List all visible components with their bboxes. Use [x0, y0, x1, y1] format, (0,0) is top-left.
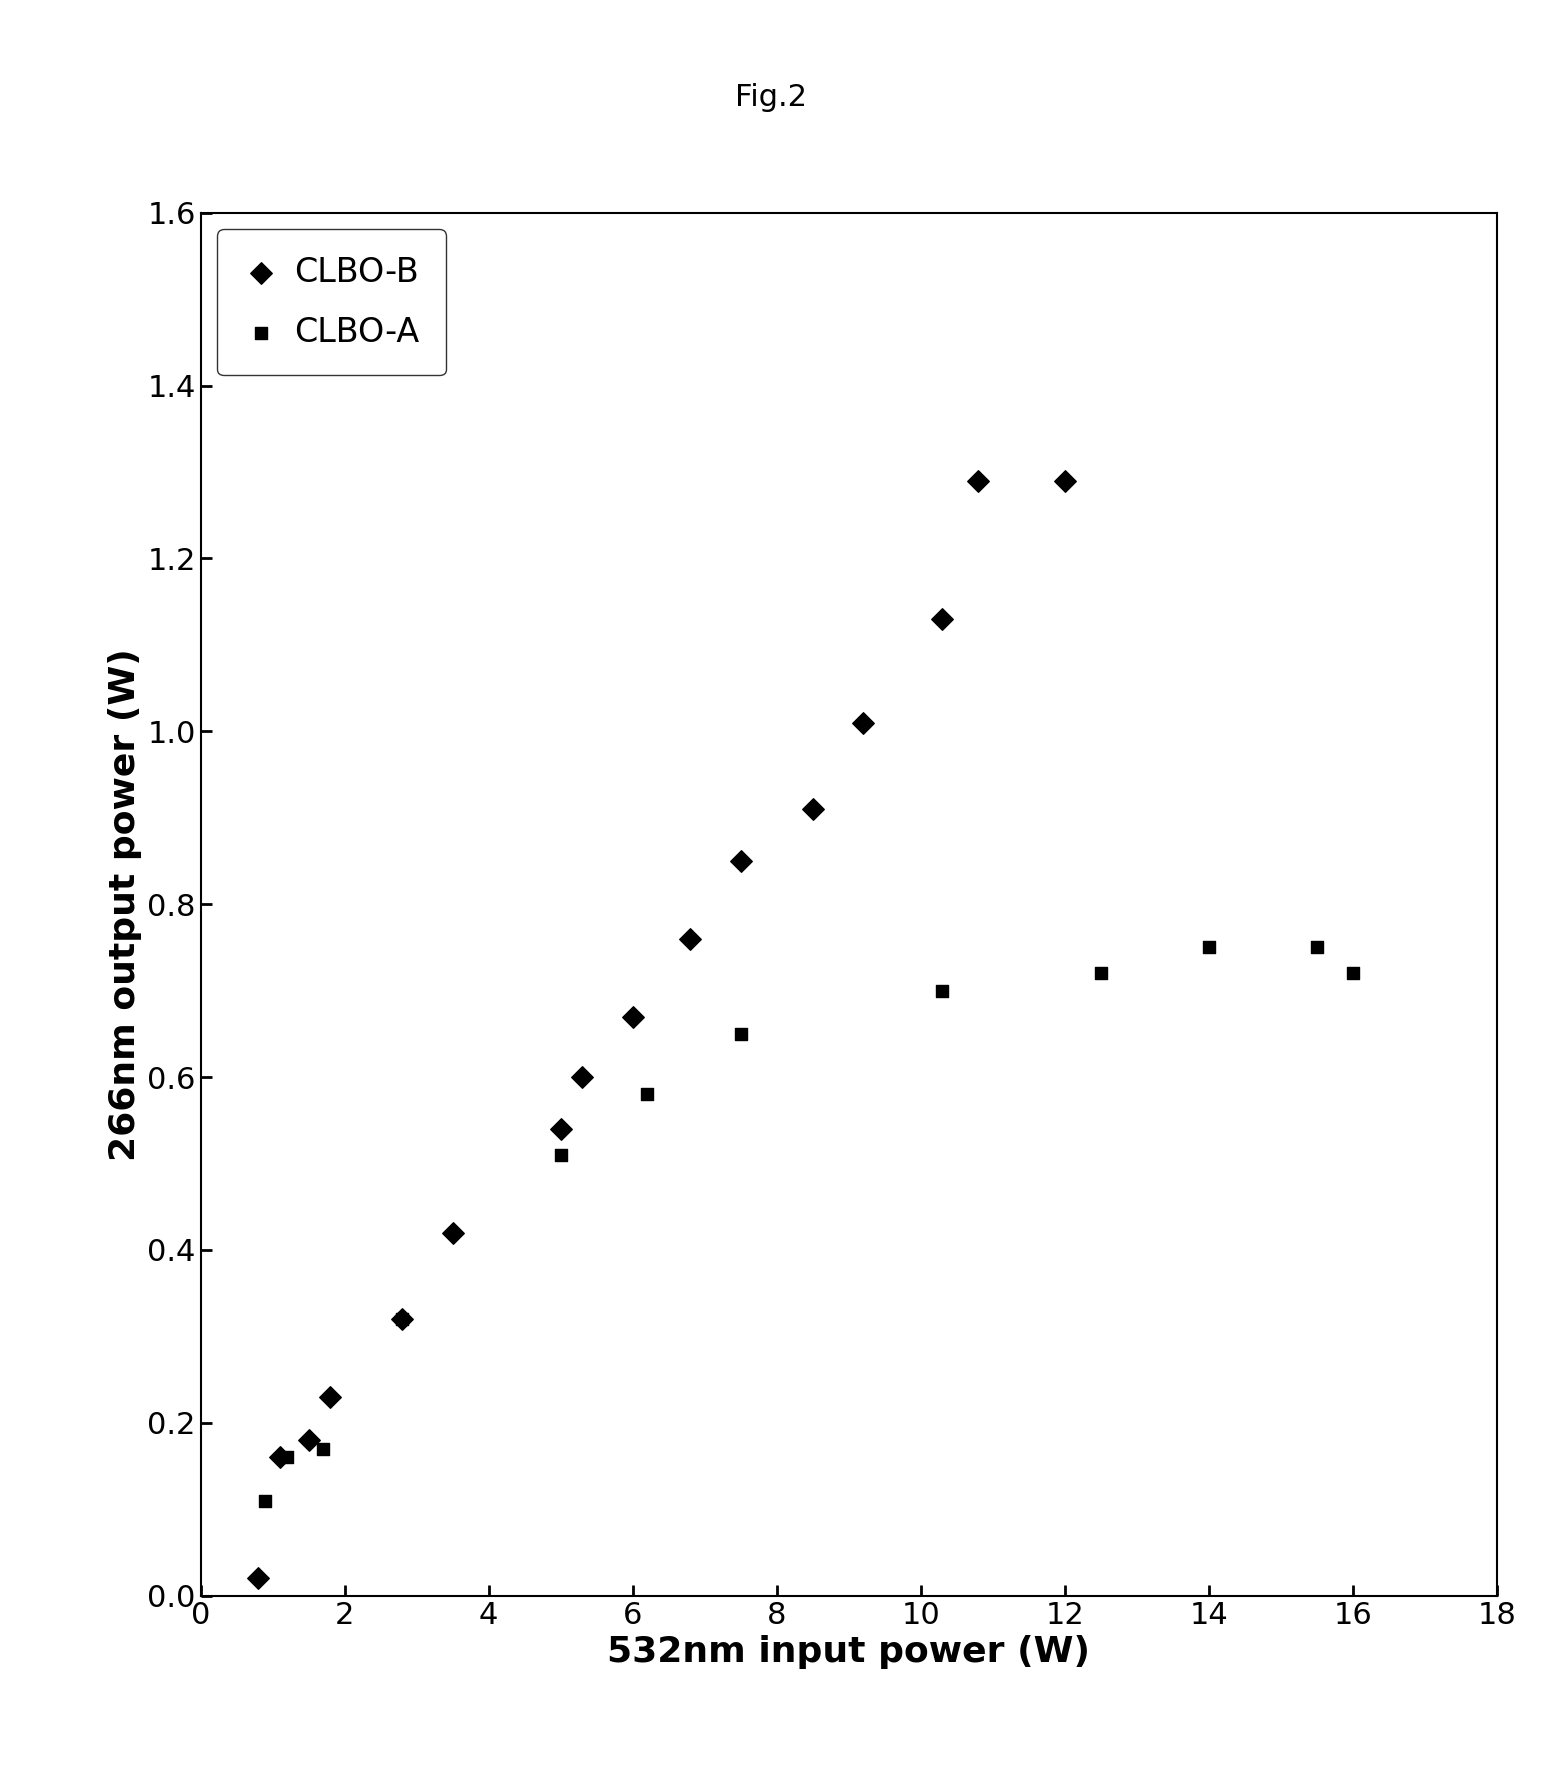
CLBO-B — [1052, 466, 1077, 495]
CLBO-B — [267, 1443, 292, 1472]
X-axis label: 532nm input power (W): 532nm input power (W) — [606, 1635, 1091, 1668]
CLBO-A — [1304, 933, 1329, 961]
CLBO-A — [1341, 959, 1366, 988]
CLBO-B — [296, 1425, 321, 1454]
CLBO-A — [390, 1305, 415, 1333]
CLBO-B — [728, 847, 753, 876]
Legend: CLBO-B, CLBO-A: CLBO-B, CLBO-A — [218, 229, 446, 376]
CLBO-A — [253, 1486, 278, 1514]
CLBO-B — [245, 1564, 270, 1592]
CLBO-B — [318, 1383, 343, 1411]
CLBO-A — [548, 1140, 572, 1168]
CLBO-B — [850, 709, 875, 738]
CLBO-A — [1088, 959, 1113, 988]
CLBO-B — [390, 1305, 415, 1333]
CLBO-B — [620, 1002, 645, 1030]
CLBO-B — [966, 466, 991, 495]
CLBO-A — [310, 1434, 335, 1463]
CLBO-B — [548, 1115, 572, 1144]
CLBO-B — [930, 605, 955, 633]
CLBO-B — [440, 1218, 464, 1246]
CLBO-B — [569, 1062, 594, 1090]
CLBO-A — [1196, 933, 1221, 961]
CLBO-A — [634, 1080, 659, 1108]
CLBO-B — [677, 926, 702, 954]
Text: Fig.2: Fig.2 — [736, 83, 807, 112]
CLBO-A — [275, 1443, 299, 1472]
CLBO-A — [728, 1019, 753, 1048]
CLBO-A — [930, 977, 955, 1005]
CLBO-B — [801, 794, 826, 823]
Y-axis label: 266nm output power (W): 266nm output power (W) — [108, 647, 142, 1161]
